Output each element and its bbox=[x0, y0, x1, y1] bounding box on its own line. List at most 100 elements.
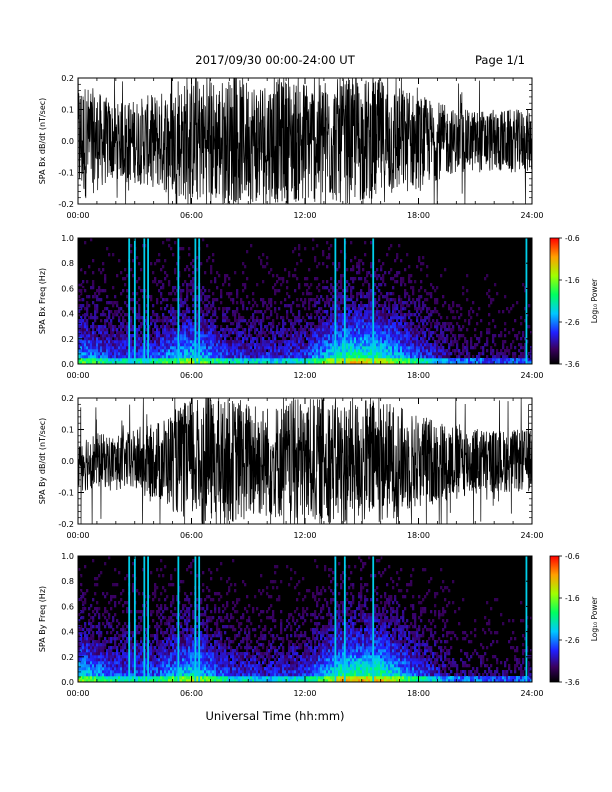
heatmap-cell bbox=[234, 337, 237, 341]
x-tick-label: 24:00 bbox=[520, 211, 543, 220]
heatmap-cell bbox=[172, 310, 175, 314]
heatmap-cell bbox=[124, 664, 127, 668]
heatmap-cell bbox=[94, 577, 97, 581]
heatmap-cell bbox=[182, 325, 185, 329]
heatmap-cell bbox=[352, 340, 355, 344]
heatmap-cell bbox=[162, 361, 165, 365]
heatmap-cell bbox=[398, 349, 401, 353]
heatmap-cell bbox=[82, 340, 85, 344]
heatmap-cell bbox=[196, 346, 199, 350]
heatmap-cell bbox=[446, 349, 449, 353]
heatmap-cell bbox=[290, 331, 293, 335]
heatmap-cell bbox=[320, 343, 323, 347]
heatmap-cell bbox=[214, 337, 217, 341]
heatmap-cell bbox=[346, 361, 349, 365]
heatmap-cell bbox=[464, 361, 467, 365]
heatmap-cell bbox=[522, 283, 525, 287]
heatmap-cell bbox=[236, 343, 239, 347]
heatmap-cell bbox=[442, 352, 445, 356]
heatmap-cell bbox=[96, 328, 99, 332]
heatmap-cell bbox=[248, 301, 251, 305]
heatmap-cell bbox=[86, 646, 89, 650]
heatmap-cell bbox=[88, 628, 91, 632]
heatmap-cell bbox=[450, 352, 453, 356]
heatmap-cell bbox=[212, 313, 215, 317]
heatmap-cell bbox=[400, 301, 403, 305]
heatmap-cell bbox=[420, 346, 423, 350]
heatmap-cell bbox=[326, 358, 329, 362]
heatmap-cell bbox=[374, 292, 377, 296]
heatmap-cell bbox=[234, 361, 237, 365]
heatmap-cell bbox=[250, 361, 253, 365]
heatmap-cell bbox=[394, 313, 397, 317]
heatmap-cell bbox=[210, 358, 213, 362]
heatmap-cell bbox=[82, 616, 85, 620]
heatmap-cell bbox=[324, 316, 327, 320]
heatmap-cell bbox=[218, 334, 221, 338]
heatmap-cell bbox=[126, 295, 129, 299]
heatmap-cell bbox=[218, 358, 221, 362]
heatmap-cell bbox=[148, 349, 151, 353]
heatmap-cell bbox=[212, 301, 215, 305]
heatmap-cell bbox=[226, 328, 229, 332]
heatmap-cell bbox=[102, 679, 105, 683]
heatmap-cell bbox=[298, 328, 301, 332]
heatmap-cell bbox=[518, 343, 521, 347]
heatmap-cell bbox=[362, 334, 365, 338]
heatmap-cell bbox=[400, 298, 403, 302]
heatmap-cell bbox=[206, 331, 209, 335]
heatmap-cell bbox=[126, 655, 129, 659]
heatmap-cell bbox=[160, 337, 163, 341]
heatmap-cell bbox=[86, 670, 89, 674]
heatmap-cell bbox=[374, 313, 377, 317]
heatmap-cell bbox=[518, 349, 521, 353]
heatmap-cell bbox=[480, 346, 483, 350]
heatmap-cell bbox=[314, 277, 317, 281]
heatmap-cell bbox=[324, 301, 327, 305]
heatmap-cell bbox=[382, 313, 385, 317]
heatmap-cell bbox=[172, 346, 175, 350]
heatmap-cell bbox=[470, 307, 473, 311]
heatmap-cell bbox=[120, 322, 123, 326]
heatmap-cell bbox=[146, 319, 149, 323]
heatmap-cell bbox=[524, 361, 527, 365]
heatmap-cell bbox=[438, 313, 441, 317]
heatmap-cell bbox=[102, 622, 105, 626]
heatmap-cell bbox=[378, 352, 381, 356]
heatmap-cell bbox=[280, 355, 283, 359]
heatmap-cell bbox=[88, 361, 91, 365]
heatmap-cell bbox=[268, 352, 271, 356]
heatmap-cell bbox=[380, 334, 383, 338]
heatmap-cell bbox=[108, 601, 111, 605]
heatmap-cell bbox=[366, 316, 369, 320]
heatmap-cell bbox=[132, 646, 135, 650]
heatmap-cell bbox=[462, 358, 465, 362]
heatmap-cell bbox=[136, 361, 139, 365]
heatmap-cell bbox=[258, 355, 261, 359]
heatmap-cell bbox=[388, 340, 391, 344]
heatmap-cell bbox=[172, 289, 175, 293]
heatmap-cell bbox=[122, 646, 125, 650]
heatmap-cell bbox=[388, 328, 391, 332]
heatmap-cell bbox=[96, 307, 99, 311]
heatmap-cell bbox=[126, 661, 129, 665]
heatmap-cell bbox=[374, 298, 377, 302]
heatmap-cell bbox=[86, 304, 89, 308]
heatmap-cell bbox=[164, 358, 167, 362]
heatmap-cell bbox=[320, 307, 323, 311]
heatmap-cell bbox=[424, 355, 427, 359]
heatmap-cell bbox=[78, 331, 81, 335]
heatmap-cell bbox=[138, 334, 141, 338]
heatmap-cell bbox=[262, 253, 265, 257]
heatmap-cell bbox=[226, 334, 229, 338]
heatmap-cell bbox=[446, 361, 449, 365]
heatmap-cell bbox=[418, 343, 421, 347]
heatmap-cell bbox=[330, 328, 333, 332]
heatmap-cell bbox=[206, 313, 209, 317]
heatmap-cell bbox=[358, 268, 361, 272]
heatmap-cell bbox=[122, 358, 125, 362]
heatmap-cell bbox=[384, 349, 387, 353]
heatmap-cell bbox=[94, 349, 97, 353]
heatmap-cell bbox=[116, 301, 119, 305]
heatmap-cell bbox=[296, 262, 299, 266]
